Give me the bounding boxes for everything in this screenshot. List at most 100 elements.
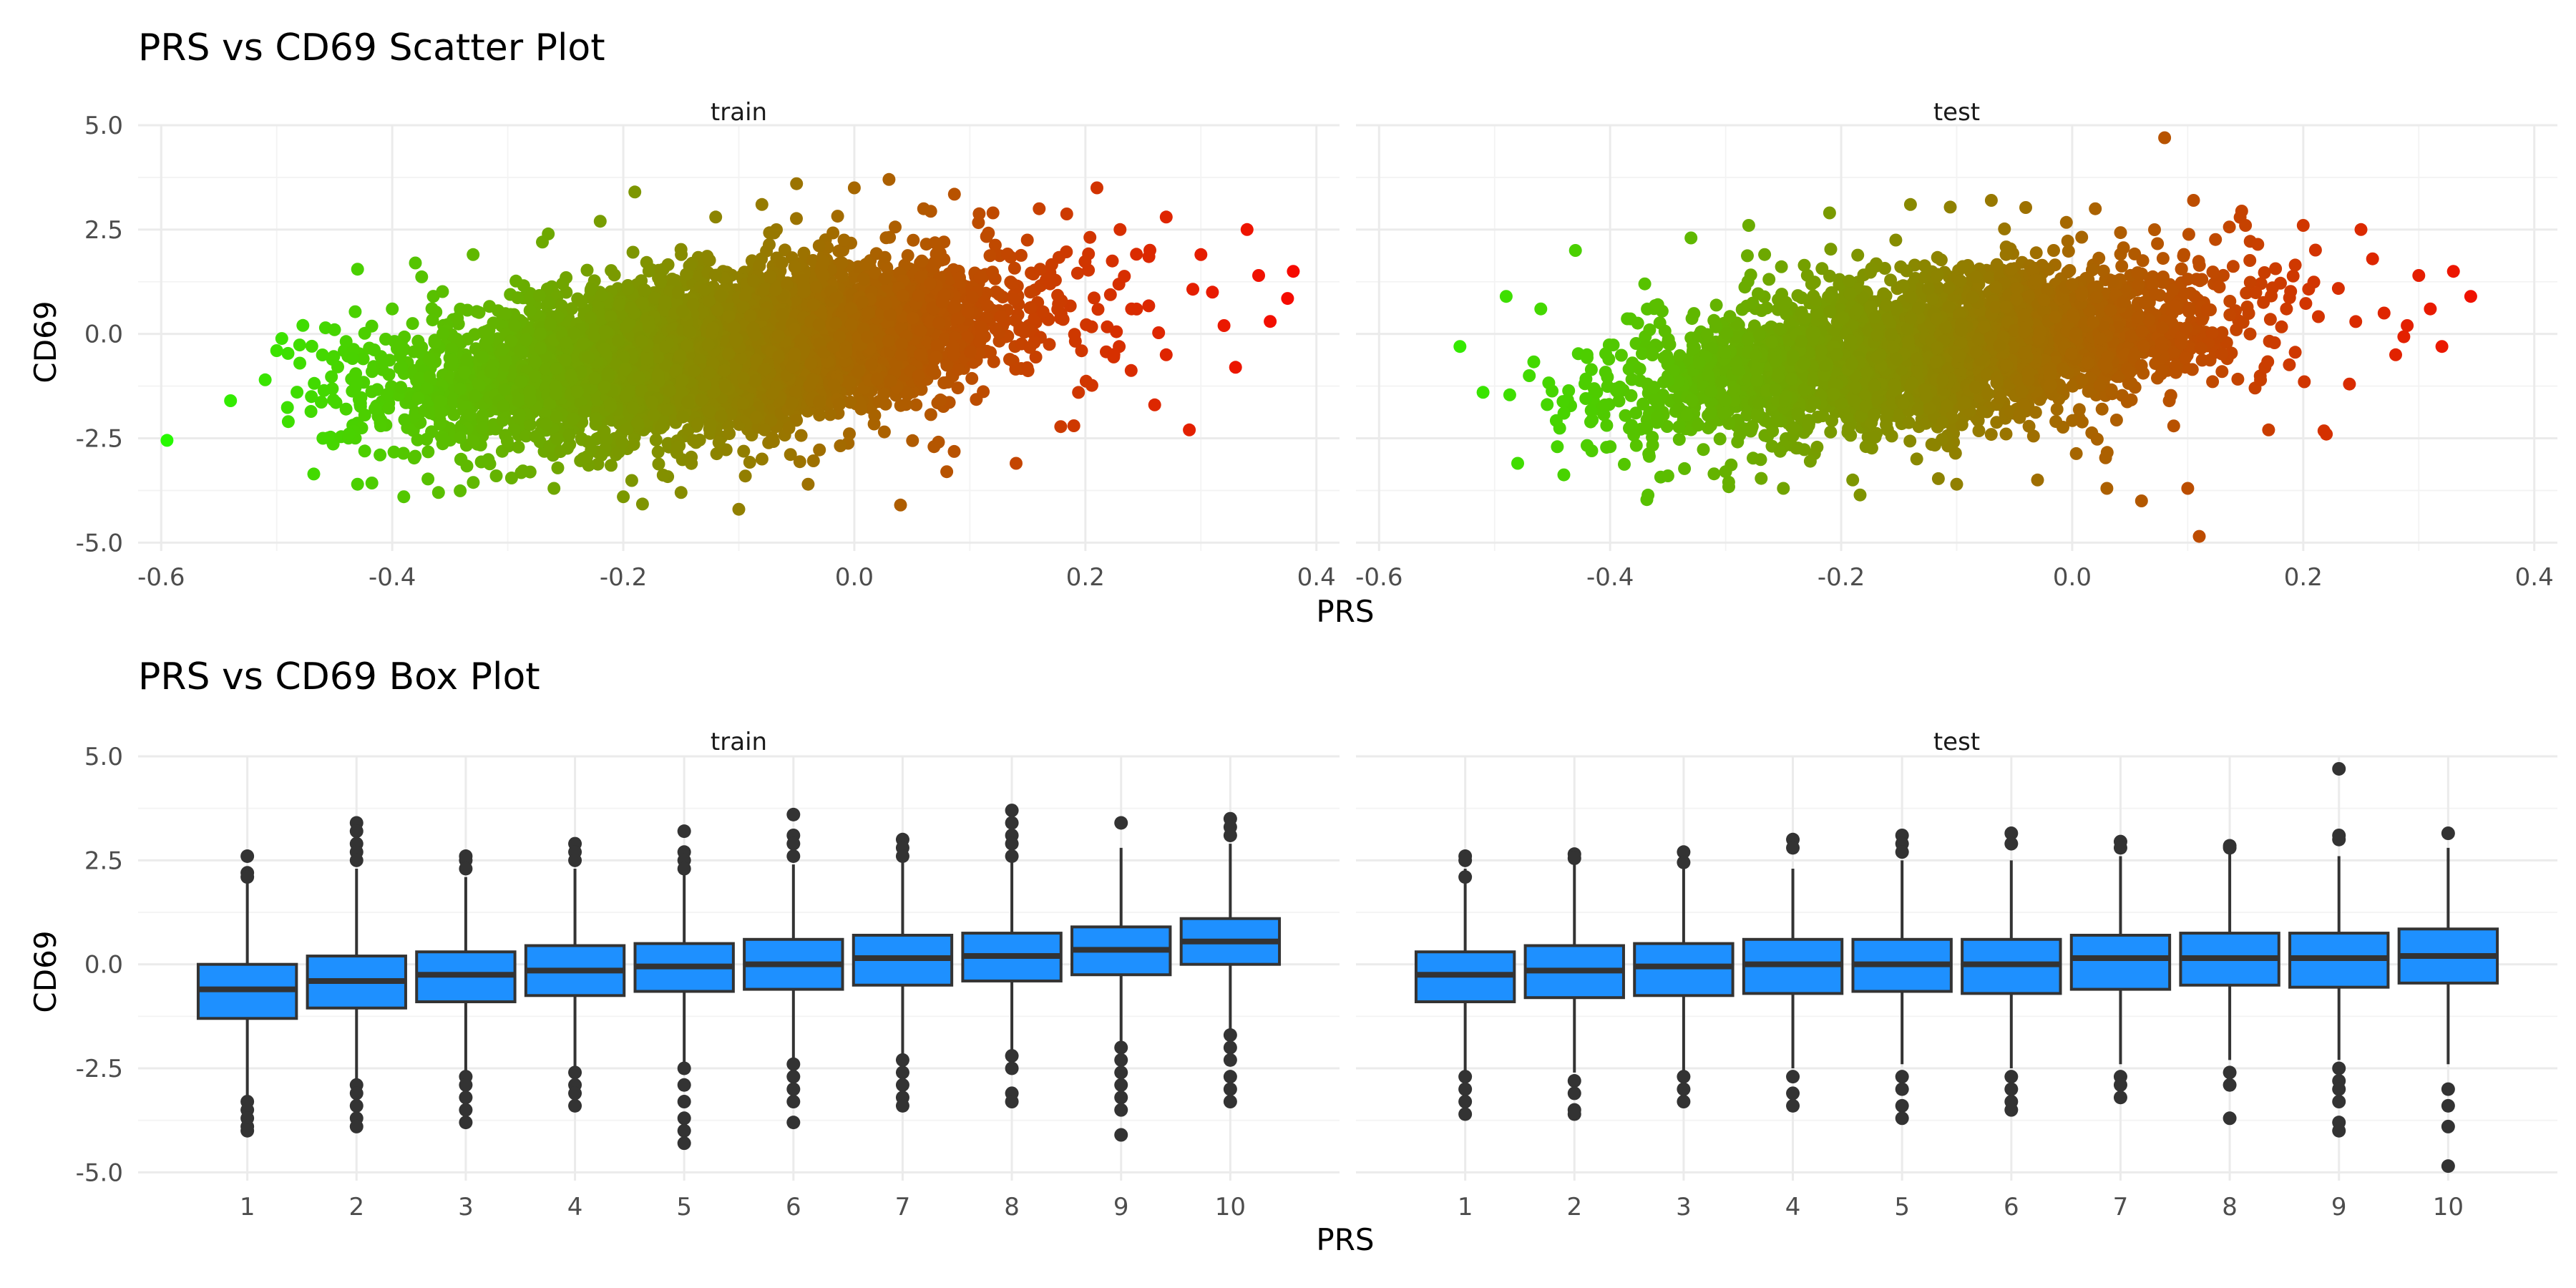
scatter-point <box>804 357 818 371</box>
y-tick-label: -5.0 <box>76 529 123 557</box>
point-cloud <box>160 172 1300 516</box>
scatter-point <box>711 303 724 317</box>
scatter-point <box>947 444 961 458</box>
scatter-point <box>930 248 943 260</box>
scatter-point <box>642 264 655 278</box>
x-tick-label: -0.4 <box>369 563 416 592</box>
scatter-point <box>346 352 359 365</box>
x-tick-label: 0.4 <box>1297 563 1336 592</box>
scatter-point <box>325 370 338 384</box>
scatter-point <box>512 394 525 408</box>
scatter-point <box>394 381 408 394</box>
scatter-point <box>627 438 640 451</box>
scatter-point <box>712 436 726 449</box>
scatter-point <box>654 264 668 278</box>
scatter-point <box>1043 338 1056 351</box>
scatter-point <box>1068 328 1081 341</box>
scatter-point <box>1142 250 1156 263</box>
scatter-point <box>504 334 517 348</box>
scatter-point <box>423 370 436 384</box>
scatter-point <box>930 351 943 364</box>
scatter-point <box>467 434 480 448</box>
scatter-point <box>411 391 425 405</box>
scatter-point <box>864 358 878 371</box>
scatter-plot: PRS vs CD69 Scatter Plot PRS CD69 train-… <box>28 26 2557 629</box>
scatter-point <box>454 431 467 444</box>
scatter-point <box>983 249 997 263</box>
scatter-point <box>523 303 537 317</box>
scatter-point <box>1106 254 1119 268</box>
x-tick-label: 0.0 <box>835 563 874 592</box>
scatter-point <box>953 271 966 285</box>
scatter-point <box>1142 299 1156 313</box>
scatter-point <box>926 364 940 377</box>
scatter-point <box>877 425 891 439</box>
scatter-point <box>482 331 495 345</box>
y-tick-label: 2.5 <box>84 216 123 245</box>
scatter-point <box>934 393 947 406</box>
scatter-point <box>1070 266 1084 280</box>
scatter-point <box>835 256 849 270</box>
scatter-point <box>695 393 708 406</box>
scatter-point <box>1072 386 1085 399</box>
scatter-point <box>1016 323 1030 337</box>
scatter-point <box>395 360 409 374</box>
scatter-point <box>988 238 1002 252</box>
scatter-point <box>358 326 371 340</box>
scatter-point <box>839 345 853 358</box>
scatter-point <box>879 272 892 286</box>
scatter-point <box>305 339 318 353</box>
y-tick-label: -2.5 <box>76 425 123 454</box>
scatter-point <box>1085 320 1098 333</box>
scatter-point <box>1124 364 1138 377</box>
y-tick-label: 5.0 <box>84 112 123 140</box>
scatter-point <box>621 282 635 296</box>
scatter-point <box>584 311 597 325</box>
scatter-point <box>813 443 826 457</box>
scatter-point <box>907 233 920 247</box>
x-tick-label: -0.2 <box>600 563 647 592</box>
scatter-point <box>420 381 434 395</box>
scatter-point <box>527 369 541 383</box>
scatter-point <box>349 367 363 381</box>
scatter-point <box>738 290 752 303</box>
scatter-point <box>307 467 321 481</box>
scatter-point <box>691 417 704 431</box>
scatter-point <box>529 430 542 443</box>
scatter-point <box>476 409 489 422</box>
scatter-point <box>348 305 362 318</box>
scatter-point <box>837 233 851 247</box>
scatter-point <box>556 277 570 291</box>
scatter-point <box>368 343 381 356</box>
scatter-point <box>899 398 912 411</box>
scatter-point <box>275 332 288 346</box>
scatter-point <box>675 248 688 261</box>
scatter-point <box>857 272 870 286</box>
scatter-point <box>1101 320 1114 333</box>
scatter-point <box>1083 230 1097 244</box>
scatter-point <box>1045 258 1058 271</box>
scatter-point <box>374 448 387 462</box>
scatter-point <box>451 311 464 325</box>
scatter-point <box>1079 374 1093 388</box>
scatter-point <box>1152 326 1166 339</box>
scatter-plot-title: PRS vs CD69 Scatter Plot <box>138 26 605 69</box>
scatter-point <box>550 410 563 424</box>
scatter-point <box>381 388 394 401</box>
scatter-point <box>738 469 752 483</box>
scatter-point <box>296 318 310 332</box>
scatter-point <box>813 409 826 422</box>
scatter-point <box>1082 263 1096 277</box>
scatter-x-axis-title: PRS <box>1316 594 1374 629</box>
scatter-point <box>436 285 449 298</box>
scatter-point <box>1008 261 1021 275</box>
scatter-point <box>877 387 891 401</box>
scatter-point <box>947 340 960 353</box>
scatter-point <box>952 363 965 376</box>
scatter-point <box>718 380 732 394</box>
scatter-point <box>534 327 547 341</box>
scatter-point <box>722 310 736 323</box>
scatter-point <box>458 366 472 379</box>
scatter-point <box>973 270 987 284</box>
scatter-point <box>743 456 756 469</box>
